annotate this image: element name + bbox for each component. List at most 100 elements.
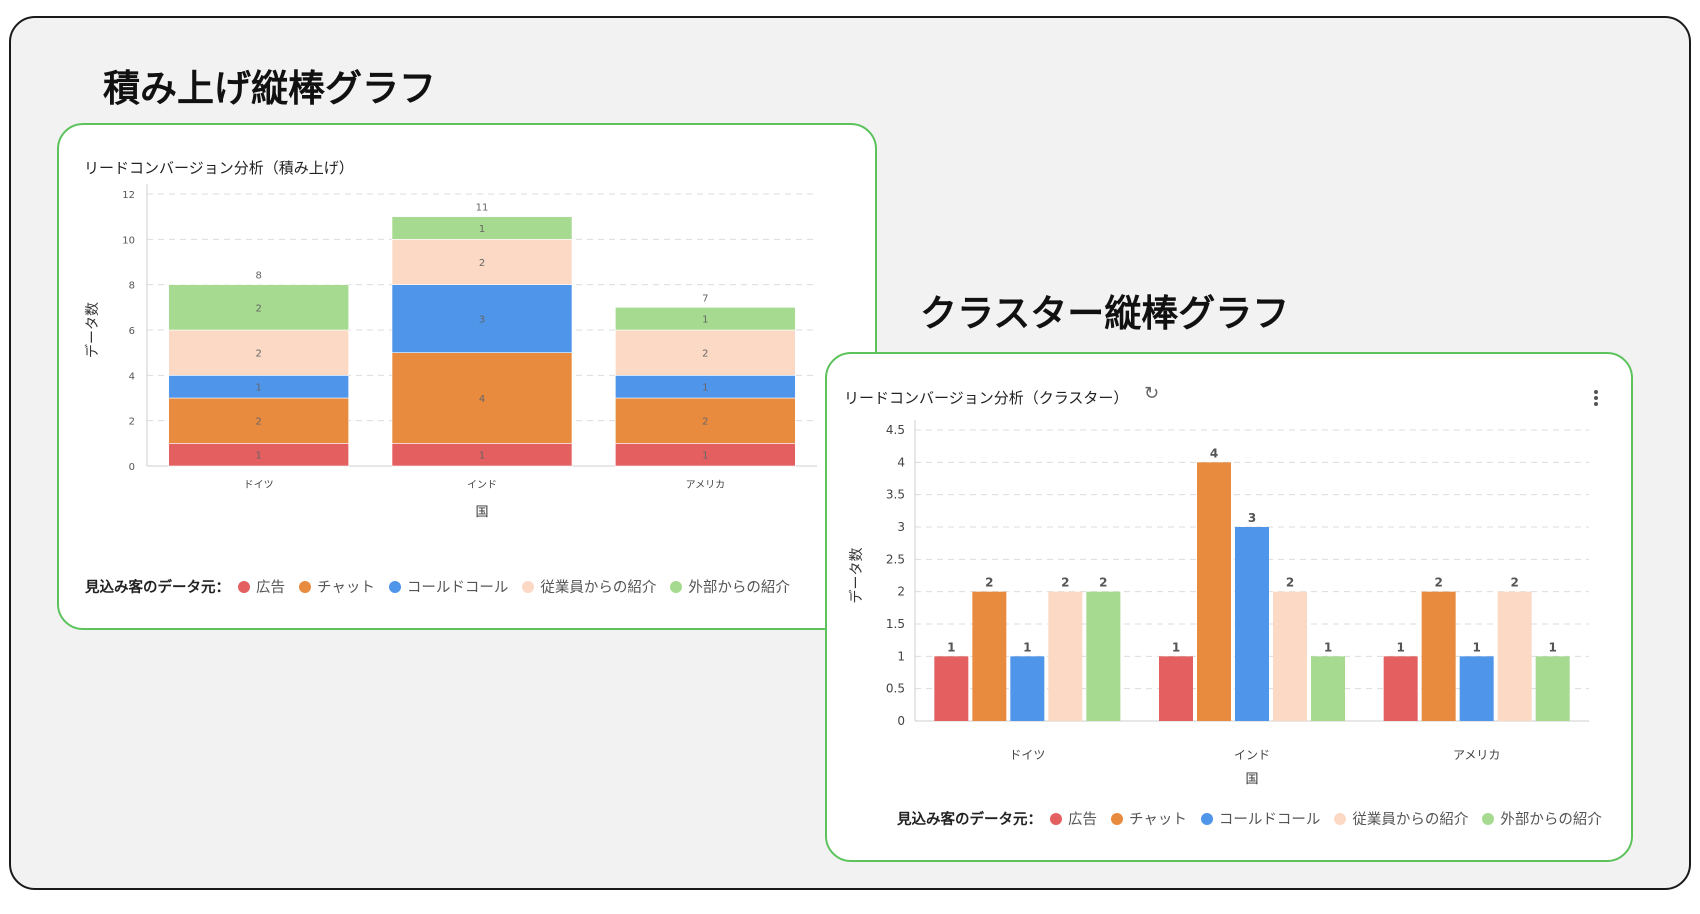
legend-label: 広告: [256, 580, 285, 596]
segment-value-label: 1: [255, 383, 261, 394]
legend-swatch: [1111, 812, 1123, 825]
refresh-icon[interactable]: ↻: [1144, 383, 1160, 404]
stacked-chart-title: リードコンバージョン分析（積み上げ）: [84, 159, 354, 177]
bar-value-label: 3: [1248, 511, 1256, 525]
legend-item[interactable]: 広告: [238, 576, 285, 597]
y-tick-label: 2: [897, 585, 905, 599]
legend-item[interactable]: 広告: [1050, 808, 1097, 829]
y-tick-label: 12: [122, 190, 135, 201]
y-tick-label: 4: [129, 371, 135, 382]
bar-value-label: 4: [1210, 446, 1218, 460]
x-tick-label: アメリカ: [686, 479, 726, 491]
segment-value-label: 2: [702, 417, 708, 428]
y-tick-label: 0: [897, 714, 905, 728]
x-tick-label: アメリカ: [1453, 748, 1500, 762]
legend-swatch: [388, 580, 401, 593]
cluster-bar: [1497, 591, 1532, 721]
stacked-bar-segment: [615, 397, 796, 444]
bar-value-label: 2: [1099, 576, 1107, 590]
y-tick-label: 0: [129, 462, 135, 473]
legend-label: 広告: [1068, 812, 1097, 828]
cluster-chart-plot: 0 0.5 1 1.5 2 2.5 3 3.5 4 4.5 1 2 1 2 2 ドイツ 1 4 3 2 1 インド 1 2 1 2…: [848, 420, 1589, 787]
y-tick-label: 2: [129, 417, 135, 428]
cluster-chart-card: リードコンバージョン分析（クラスター） ↻ 0 0.5 1 1.5 2 2.5 3 3.5 4 4…: [825, 352, 1633, 862]
bar-value-label: 2: [1434, 576, 1442, 590]
bar-total-label: 7: [702, 293, 708, 304]
bar-value-label: 1: [1396, 640, 1404, 654]
segment-value-label: 2: [255, 349, 261, 360]
legend-label: 外部からの紹介: [1500, 812, 1602, 828]
bar-value-label: 1: [947, 640, 955, 654]
legend-label: コールドコール: [406, 580, 509, 596]
stacked-chart-card: リードコンバージョン分析（積み上げ） 0 2 4 6 8 10 12 1 2 1 2 2 8 ドイツ 1 4 3…: [57, 123, 877, 630]
cluster-bar: [1235, 527, 1269, 721]
legend-item[interactable]: チャット: [299, 576, 375, 597]
y-axis-title: データ数: [848, 548, 865, 604]
legend-item[interactable]: 従業員からの紹介: [1334, 808, 1468, 829]
segment-value-label: 2: [479, 258, 485, 269]
legend-swatch: [1050, 812, 1062, 825]
legend-item[interactable]: 外部からの紹介: [1482, 808, 1602, 829]
segment-value-label: 4: [479, 394, 485, 405]
x-tick-label: インド: [467, 480, 497, 491]
stacked-bar-segment: [391, 216, 573, 240]
legend-label: 外部からの紹介: [688, 580, 790, 596]
y-tick-label: 10: [122, 235, 135, 246]
x-tick-label: ドイツ: [1009, 748, 1045, 762]
bar-value-label: 2: [1286, 576, 1294, 590]
segment-value-label: 1: [702, 451, 708, 462]
legend-swatch: [1200, 812, 1213, 825]
segment-value-label: 1: [702, 383, 708, 394]
cluster-bar: [1197, 462, 1231, 721]
legend-swatch: [670, 580, 683, 593]
stacked-bar-segment: [391, 239, 573, 285]
x-tick-label: インド: [1234, 748, 1270, 762]
y-tick-label: 4: [897, 455, 905, 469]
segment-value-label: 1: [479, 451, 485, 462]
cluster-chart-title: リードコンバージョン分析（クラスター）: [844, 389, 1129, 407]
x-axis-title: 国: [1245, 772, 1258, 787]
bar-value-label: 1: [1472, 640, 1480, 654]
segment-value-label: 1: [255, 451, 261, 462]
stacked-bar-segment: [615, 329, 796, 376]
cluster-bar: [1159, 656, 1193, 721]
legend-item[interactable]: 従業員からの紹介: [522, 576, 656, 597]
legend-label: チャット: [1129, 812, 1187, 828]
legend-swatch: [238, 580, 250, 593]
bar-value-label: 2: [1061, 576, 1069, 590]
cluster-section-title: クラスター縦棒グラフ: [920, 292, 1290, 335]
bar-value-label: 1: [1172, 640, 1180, 654]
y-axis-title: データ数: [84, 302, 101, 358]
y-tick-label: 3.5: [886, 488, 905, 502]
stacked-bar-segment: [168, 284, 349, 331]
legend-label: チャット: [317, 580, 375, 596]
legend-item[interactable]: チャット: [1111, 808, 1187, 829]
cluster-bar: [934, 656, 969, 721]
cluster-bar: [1048, 591, 1083, 721]
cluster-bar: [1383, 656, 1418, 721]
legend-item[interactable]: 外部からの紹介: [670, 576, 790, 597]
cluster-chart-legend: 見込み客のデータ元： 広告 チャット コールドコール 従業員からの紹介 外部からの紹介: [897, 808, 1616, 829]
legend-title: 見込み客のデータ元：: [897, 812, 1042, 828]
cluster-bar: [1086, 591, 1121, 721]
y-tick-label: 2.5: [886, 552, 905, 566]
legend-item[interactable]: コールドコール: [388, 576, 509, 597]
more-options-icon[interactable]: [1594, 388, 1600, 408]
x-tick-label: ドイツ: [244, 480, 274, 491]
y-tick-label: 3: [897, 520, 905, 534]
y-tick-label: 6: [129, 326, 135, 337]
cluster-bar: [1273, 591, 1307, 721]
legend-item[interactable]: コールドコール: [1200, 808, 1320, 829]
stacked-section-title: 積み上げ縦棒グラフ: [103, 67, 436, 110]
stacked-bar-segment: [168, 397, 349, 444]
y-tick-label: 0.5: [886, 682, 905, 696]
segment-value-label: 1: [479, 224, 485, 235]
legend-swatch: [299, 580, 311, 593]
legend-label: 従業員からの紹介: [540, 580, 657, 596]
cluster-bar: [1010, 656, 1045, 721]
cluster-bar: [972, 591, 1007, 721]
legend-swatch: [1334, 812, 1347, 825]
legend-title: 見込み客のデータ元：: [85, 580, 230, 596]
segment-value-label: 1: [702, 315, 708, 326]
cluster-bar: [1459, 656, 1494, 721]
